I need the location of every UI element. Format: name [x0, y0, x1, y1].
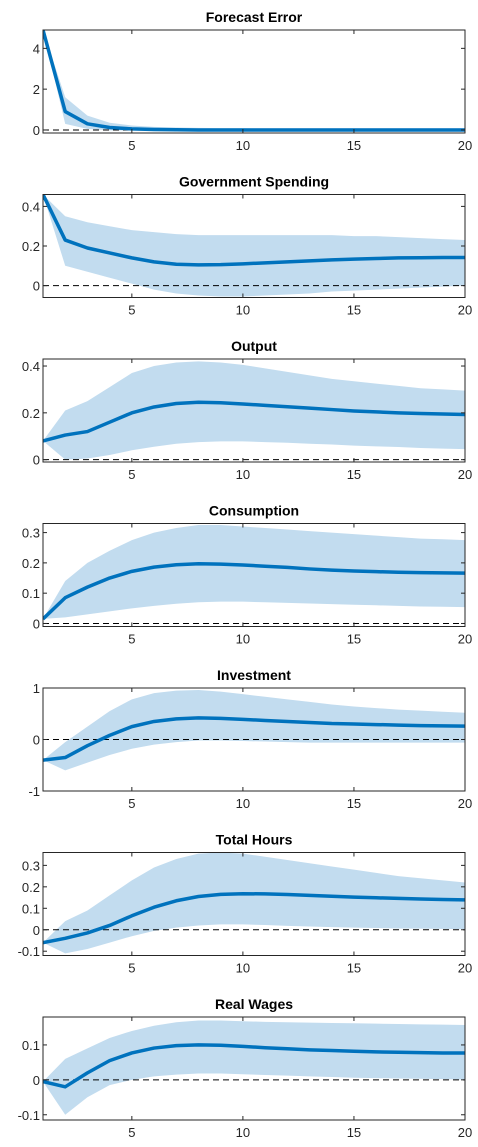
x-tick-label: 5	[128, 138, 135, 153]
x-tick-label: 15	[347, 303, 361, 318]
x-tick-label: 5	[128, 467, 135, 482]
y-tick-label: 0	[33, 453, 40, 468]
x-tick-label: 15	[347, 467, 361, 482]
panel: Government Spending 0 0.2 0.4 5 10 15 20	[22, 174, 472, 318]
y-tick-label: 0	[33, 123, 40, 138]
y-tick-label: 0.2	[22, 406, 40, 421]
x-tick-label: 20	[458, 796, 472, 811]
y-tick-label: 1	[33, 681, 40, 696]
y-tick-label: 0.3	[22, 858, 40, 873]
plot-content	[43, 30, 465, 132]
x-tick-label: 10	[236, 303, 250, 318]
response-line	[43, 716, 465, 762]
x-tick-label: 20	[458, 632, 472, 647]
confidence-band	[43, 1020, 465, 1115]
x-tick-label: 20	[458, 467, 472, 482]
x-tick-label: 10	[236, 138, 250, 153]
x-tick-label: 15	[347, 961, 361, 976]
x-tick-label: 15	[347, 138, 361, 153]
axes-box	[42, 29, 466, 134]
x-tick-label: 10	[236, 632, 250, 647]
response-line	[43, 30, 465, 132]
response-line	[43, 562, 465, 621]
y-tick-label: 0	[33, 733, 40, 748]
panel: Forecast Error 0 2 4 5 10 15 20	[33, 9, 472, 153]
x-tick-label: 20	[458, 303, 472, 318]
y-tick-label: 0.2	[22, 880, 40, 895]
y-tick-label: 0.1	[22, 586, 40, 601]
panel-title: Forecast Error	[206, 9, 303, 25]
y-tick-label: -0.1	[18, 1108, 40, 1123]
x-tick-label: 20	[458, 961, 472, 976]
y-tick-label: 0	[33, 279, 40, 294]
panel-title: Real Wages	[215, 996, 293, 1012]
x-tick-label: 15	[347, 632, 361, 647]
plot-area	[43, 30, 465, 133]
panel: Output 0 0.2 0.4 5 10 15 20	[22, 338, 472, 482]
x-tick-label: 10	[236, 796, 250, 811]
panel: Consumption 0 0.1 0.2 0.3 5 10 15 20	[22, 503, 472, 647]
y-tick-label: 0	[33, 616, 40, 631]
y-tick-label: 0.2	[22, 239, 40, 254]
y-tick-label: 0	[33, 1073, 40, 1088]
confidence-band	[43, 30, 465, 131]
plot-content	[43, 194, 465, 297]
panel: Real Wages -0.1 0 0.1 5 10 15 20	[18, 996, 473, 1140]
response-line	[43, 194, 465, 267]
response-line	[43, 400, 465, 443]
confidence-band	[43, 194, 465, 297]
x-tick-label: 20	[458, 138, 472, 153]
axes-box	[42, 523, 466, 627]
response-line	[43, 1043, 465, 1089]
plot-content	[43, 852, 465, 954]
axes-box	[42, 1016, 466, 1121]
plot-content	[43, 1020, 465, 1115]
confidence-band	[43, 525, 465, 619]
y-tick-label: 0.4	[22, 199, 40, 214]
x-tick-label: 5	[128, 1125, 135, 1140]
response-line	[43, 891, 465, 945]
y-tick-label: 0.4	[22, 359, 40, 374]
y-tick-label: 0	[33, 923, 40, 938]
x-tick-label: 20	[458, 1125, 472, 1140]
x-tick-label: 5	[128, 303, 135, 318]
y-tick-label: 4	[33, 41, 40, 56]
x-tick-label: 10	[236, 467, 250, 482]
y-tick-label: 2	[33, 82, 40, 97]
y-tick-label: 0.2	[22, 556, 40, 571]
y-tick-label: -1	[28, 784, 40, 799]
panel-title: Total Hours	[216, 832, 293, 848]
confidence-band	[43, 690, 465, 771]
plot-content	[43, 525, 465, 624]
y-tick-label: -0.1	[18, 944, 40, 959]
panel-title: Consumption	[209, 503, 299, 519]
panel-title: Output	[231, 338, 277, 354]
x-tick-label: 5	[128, 796, 135, 811]
x-tick-label: 15	[347, 796, 361, 811]
panel-title: Investment	[217, 667, 291, 683]
plot-content	[43, 690, 465, 771]
panel: Total Hours -0.1 0 0.1 0.2 0.3 5 10 15 20	[18, 832, 473, 976]
x-tick-label: 10	[236, 1125, 250, 1140]
confidence-band	[43, 361, 465, 460]
y-tick-label: 0.1	[22, 1038, 40, 1053]
confidence-band	[43, 852, 465, 954]
x-tick-label: 10	[236, 961, 250, 976]
y-tick-label: 0.1	[22, 901, 40, 916]
x-tick-label: 15	[347, 1125, 361, 1140]
axes-box	[42, 358, 466, 463]
plot-content	[43, 361, 465, 461]
panel-title: Government Spending	[179, 174, 329, 190]
axes-box	[42, 852, 466, 956]
x-tick-label: 5	[128, 961, 135, 976]
x-tick-label: 5	[128, 632, 135, 647]
y-tick-label: 0.3	[22, 526, 40, 541]
